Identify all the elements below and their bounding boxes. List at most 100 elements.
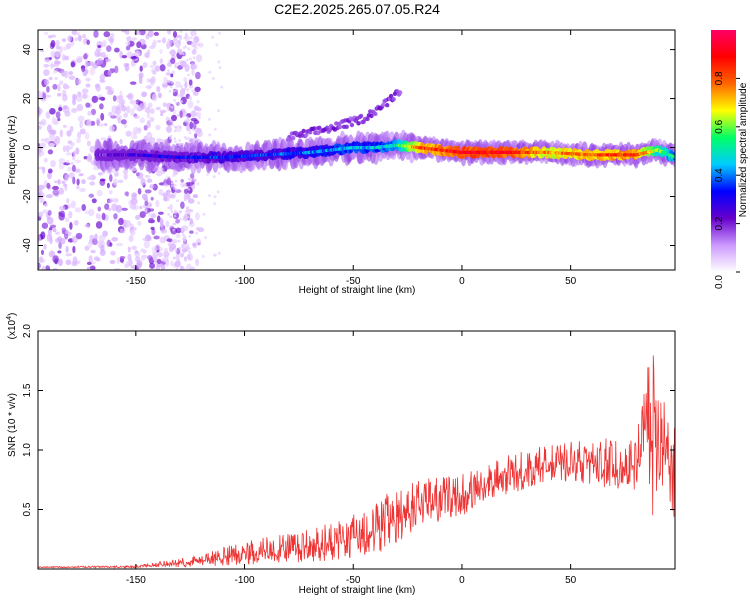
noise-blob — [85, 68, 89, 75]
noise-blob — [182, 251, 186, 254]
noise-blob — [74, 159, 82, 163]
snr-series — [38, 355, 675, 569]
noise-blob — [81, 204, 86, 211]
noise-blob — [131, 37, 138, 41]
noise-blob — [183, 188, 189, 195]
noise-blob — [175, 101, 178, 105]
noise-blob — [126, 105, 131, 114]
noise-blob — [133, 31, 141, 35]
noise-blob — [55, 50, 61, 58]
noise-blob — [197, 131, 203, 137]
noise-blob — [171, 182, 174, 185]
noise-blob — [152, 70, 157, 75]
noise-blob — [190, 41, 198, 48]
snr-panel: -150 -100 -50 0 50 0.5 1.0 1.5 2.0 Height of st… — [6, 313, 676, 596]
noise-blob — [59, 129, 63, 138]
noise-blob — [43, 243, 47, 250]
noise-blob — [188, 131, 192, 135]
spectrogram-panel: -150 -100 -50 0 50 -40 -20 0 20 40 Height of str… — [7, 29, 676, 296]
noise-blob — [169, 193, 176, 199]
noise-blob — [72, 98, 76, 106]
noise-blob — [93, 256, 100, 261]
noise-blob — [53, 138, 58, 143]
noise-blob — [88, 176, 93, 180]
noise-blob — [50, 160, 56, 168]
noise-blob — [125, 130, 132, 137]
noise-blob — [173, 214, 177, 218]
noise-blob — [87, 240, 92, 249]
noise-blob — [67, 35, 72, 42]
noise-blob — [50, 50, 56, 59]
noise-blob — [143, 240, 150, 249]
noise-blob — [129, 99, 137, 105]
branch-blob — [385, 103, 390, 108]
noise-blob — [145, 85, 152, 89]
noise-blob — [159, 58, 164, 64]
noise-blob — [103, 31, 111, 38]
noise-blob — [48, 34, 53, 39]
noise-blob — [173, 137, 177, 140]
noise-blob — [186, 58, 189, 62]
noise-blob — [108, 207, 112, 212]
noise-blob — [140, 102, 145, 111]
noise-blob — [106, 45, 112, 52]
colorbar-tick-label: 0.4 — [714, 168, 725, 182]
x-tick-label: -100 — [235, 575, 255, 586]
noise-blob — [86, 140, 91, 147]
noise-blob — [172, 90, 176, 93]
noise-blob — [168, 117, 171, 121]
y-tick-label: 0 — [22, 144, 33, 150]
noise-blob — [151, 93, 158, 102]
noise-blob — [159, 236, 166, 244]
noise-blob — [86, 39, 91, 46]
noise-blob — [95, 221, 103, 229]
noise-blob — [195, 54, 203, 63]
noise-blob — [109, 259, 116, 265]
noise-blob — [182, 267, 186, 270]
noise-blob — [139, 65, 143, 72]
noise-blob — [208, 70, 212, 74]
noise-blob — [86, 118, 92, 127]
noise-blob — [107, 199, 113, 203]
noise-blob — [63, 183, 67, 187]
noise-blob — [81, 93, 88, 99]
noise-blob — [165, 220, 170, 228]
noise-blob — [52, 70, 58, 74]
noise-blob — [66, 160, 70, 164]
noise-blob — [213, 127, 217, 131]
noise-blob — [169, 43, 172, 46]
noise-blob — [100, 137, 107, 141]
noise-blob — [58, 158, 66, 164]
noise-blob — [167, 194, 170, 197]
noise-blob — [159, 49, 163, 54]
noise-blob — [206, 172, 210, 176]
noise-blob — [151, 246, 158, 254]
noise-blob — [218, 66, 222, 70]
noise-blob — [135, 214, 141, 220]
noise-blob — [124, 263, 130, 268]
noise-blob — [40, 249, 45, 256]
noise-blob — [171, 245, 174, 248]
noise-blob — [139, 211, 146, 219]
noise-blob — [118, 217, 124, 226]
noise-blob — [150, 213, 157, 219]
noise-blob — [79, 187, 86, 193]
noise-blob — [126, 260, 133, 266]
noise-blob — [165, 258, 170, 267]
noise-blob — [181, 225, 189, 232]
noise-blob — [128, 234, 134, 243]
noise-blob — [177, 239, 181, 243]
noise-blob — [136, 41, 142, 49]
noise-blob — [65, 152, 73, 156]
snr-y-ticks: 0.5 1.0 1.5 2.0 — [22, 324, 675, 516]
noise-blob — [69, 221, 73, 230]
noise-blob — [149, 116, 155, 123]
noise-blob — [159, 217, 164, 226]
noise-blob — [58, 187, 65, 195]
noise-blob — [119, 255, 126, 260]
noise-blob — [57, 92, 62, 97]
noise-blob — [171, 123, 174, 127]
y-tick-label: -40 — [22, 238, 33, 253]
noise-blob — [165, 179, 171, 185]
noise-blob — [38, 184, 45, 190]
